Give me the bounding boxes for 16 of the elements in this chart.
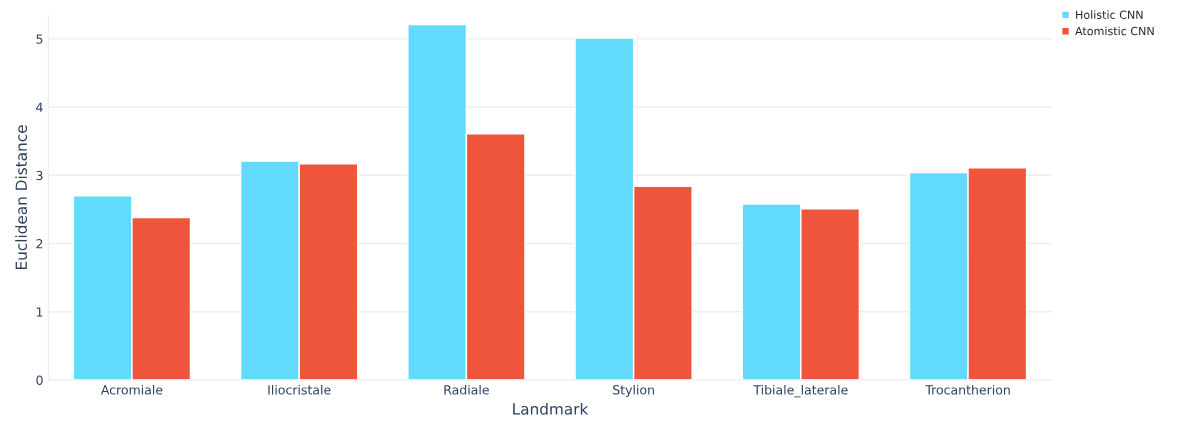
x-tick-label: Trocantherion: [925, 384, 1010, 395]
y-axis-title: Euclidean Distance: [15, 125, 28, 269]
y-tick-label: 1: [36, 307, 43, 317]
x-tick-label: Tibiale_laterale: [753, 384, 848, 398]
y-tick-label: 3: [36, 170, 43, 181]
y-tick-label: 5: [36, 34, 43, 44]
y-tick-label: 2: [36, 239, 43, 249]
x-axis-title: Landmark: [513, 402, 589, 415]
y-tick-label: 0: [36, 375, 43, 385]
x-tick-label: Radiale: [444, 384, 489, 395]
legend-label: Holistic CNN: [1076, 10, 1143, 19]
legend-label: Atomistic CNN: [1075, 26, 1154, 36]
x-tick-label: Stylion: [613, 384, 654, 397]
y-tick-label: 4: [36, 102, 43, 112]
x-tick-label: Acromiale: [100, 384, 163, 395]
x-tick-label: Iliocristale: [268, 384, 331, 395]
